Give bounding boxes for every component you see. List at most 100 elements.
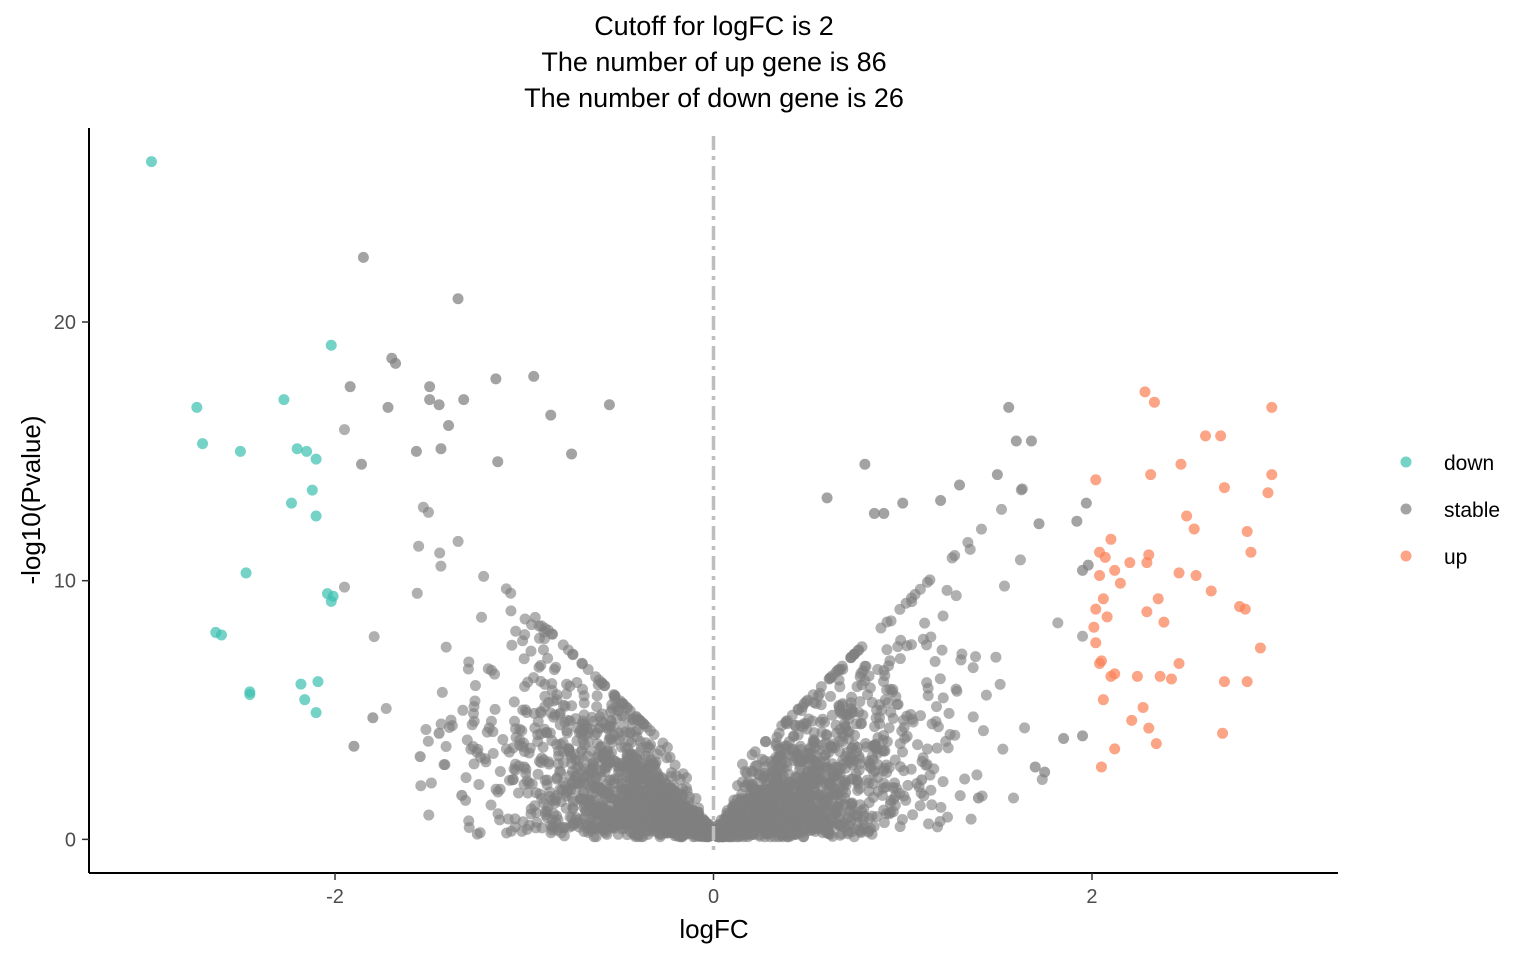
stable-point bbox=[808, 696, 820, 708]
stable-point bbox=[863, 785, 875, 797]
up-point bbox=[1090, 637, 1102, 649]
stable-point bbox=[859, 458, 871, 470]
stable-point bbox=[771, 769, 783, 781]
stable-point bbox=[868, 507, 880, 519]
stable-point bbox=[382, 401, 394, 413]
up-point bbox=[1088, 621, 1100, 633]
down-point bbox=[325, 339, 337, 351]
stable-point bbox=[494, 765, 506, 777]
stable-point bbox=[860, 741, 872, 753]
stable-point bbox=[356, 458, 368, 470]
stable-point bbox=[550, 661, 562, 673]
stable-point bbox=[680, 782, 692, 794]
stable-point bbox=[1077, 564, 1089, 576]
stable-point bbox=[648, 728, 660, 740]
up-point bbox=[1109, 564, 1121, 576]
stable-point bbox=[688, 823, 700, 835]
stable-point bbox=[621, 829, 633, 841]
stable-point bbox=[855, 718, 867, 730]
stable-point bbox=[919, 617, 931, 629]
stable-point bbox=[815, 823, 827, 835]
stable-point bbox=[561, 725, 573, 737]
stable-point bbox=[533, 632, 545, 644]
stable-point bbox=[648, 784, 660, 796]
x-tick-label: -2 bbox=[326, 886, 344, 908]
stable-point bbox=[348, 740, 360, 752]
stable-point bbox=[530, 787, 542, 799]
stable-point bbox=[935, 495, 947, 506]
stable-point bbox=[781, 718, 793, 730]
stable-point bbox=[845, 652, 857, 664]
stable-point bbox=[868, 821, 880, 833]
stable-point bbox=[624, 727, 636, 739]
stable-point bbox=[803, 713, 815, 725]
up-point bbox=[1095, 655, 1107, 667]
up-point bbox=[1181, 510, 1193, 522]
down-point bbox=[306, 484, 318, 496]
up-point bbox=[1254, 642, 1266, 654]
stable-point bbox=[478, 570, 490, 582]
stable-point bbox=[872, 771, 884, 783]
stable-point bbox=[885, 615, 897, 627]
stable-point bbox=[915, 710, 927, 722]
stable-point bbox=[465, 743, 477, 755]
stable-point bbox=[823, 777, 835, 789]
stable-point bbox=[502, 813, 514, 825]
stable-point bbox=[792, 820, 804, 832]
stable-point bbox=[825, 814, 837, 826]
stable-point bbox=[835, 762, 847, 774]
stable-point bbox=[522, 787, 534, 799]
x-tick-label: 2 bbox=[1086, 886, 1097, 908]
stable-point bbox=[853, 644, 865, 656]
stable-point bbox=[560, 688, 572, 700]
legend: down stable up bbox=[1400, 452, 1500, 569]
stable-point bbox=[787, 777, 799, 789]
stable-point bbox=[854, 782, 866, 794]
down-point bbox=[234, 445, 246, 457]
stable-point bbox=[654, 744, 666, 756]
stable-point bbox=[897, 497, 909, 509]
stable-point bbox=[566, 777, 578, 789]
stable-point bbox=[626, 788, 638, 800]
up-point bbox=[1148, 396, 1160, 408]
stable-point bbox=[367, 712, 379, 724]
stable-point bbox=[879, 694, 891, 706]
stable-point bbox=[846, 691, 858, 703]
stable-point bbox=[905, 592, 917, 604]
legend-label-down: down bbox=[1444, 452, 1494, 475]
stable-point bbox=[591, 814, 603, 826]
stable-point bbox=[410, 445, 422, 457]
stable-point bbox=[563, 744, 575, 756]
up-point bbox=[1190, 570, 1202, 582]
stable-point bbox=[900, 794, 912, 806]
up-point bbox=[1158, 616, 1170, 628]
down-point bbox=[310, 707, 322, 719]
stable-point bbox=[914, 583, 926, 595]
stable-point bbox=[635, 800, 647, 812]
stable-point bbox=[540, 809, 552, 821]
stable-point bbox=[537, 644, 549, 656]
stable-point bbox=[489, 703, 501, 715]
stable-point bbox=[926, 799, 938, 811]
up-point bbox=[1205, 585, 1217, 597]
stable-point bbox=[878, 507, 890, 519]
y-axis-title: -log10(Pvalue) bbox=[16, 415, 46, 584]
stable-point bbox=[865, 762, 877, 774]
stable-point bbox=[500, 583, 512, 595]
stable-point bbox=[1016, 483, 1028, 495]
stable-point bbox=[967, 662, 979, 674]
stable-point bbox=[787, 745, 799, 757]
stable-point bbox=[884, 683, 896, 695]
up-point bbox=[1114, 577, 1126, 589]
stable-point bbox=[635, 757, 647, 769]
stable-series bbox=[344, 251, 1094, 804]
stable-point bbox=[881, 644, 893, 656]
stable-point bbox=[1077, 730, 1089, 742]
stable-point bbox=[959, 773, 971, 785]
down-point bbox=[299, 694, 311, 706]
stable-point bbox=[892, 698, 904, 710]
x-axis-ticks: -2 0 2 bbox=[326, 873, 1098, 908]
stable-point bbox=[545, 409, 557, 421]
stable-point bbox=[507, 774, 519, 786]
